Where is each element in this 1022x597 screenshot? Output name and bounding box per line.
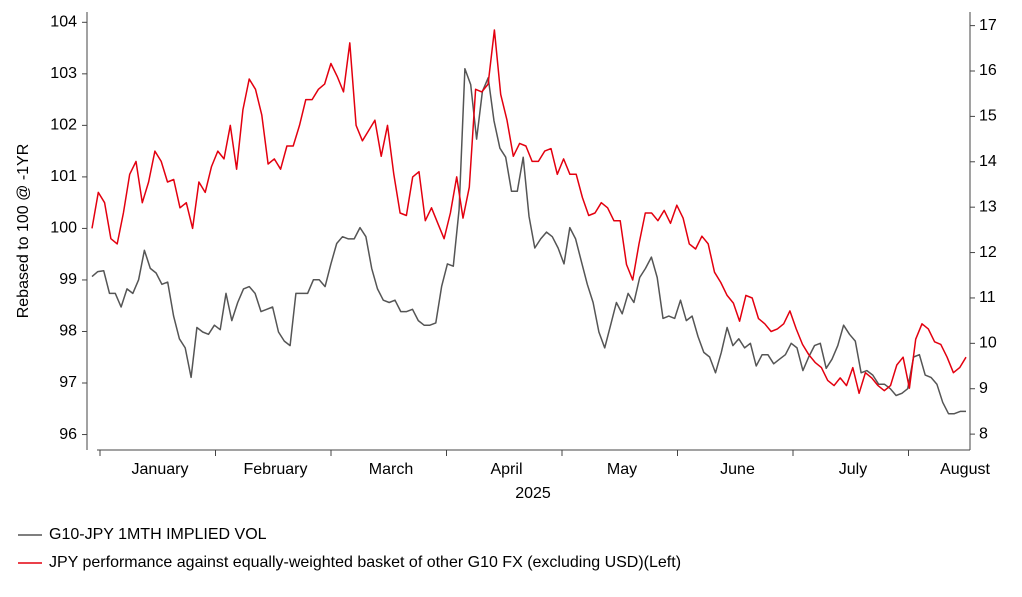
y2-tick-label: 9 [979,380,988,397]
x-tick-label: February [243,461,307,478]
y2-tick-label: 11 [979,289,996,306]
y2-tick-label: 16 [979,62,997,79]
x-tick-label: January [132,461,189,478]
y-tick-label: 101 [50,168,77,185]
y2-tick-label: 13 [979,198,997,215]
x-tick-label: March [369,461,413,478]
x-tick-label: June [720,461,755,478]
y2-tick-label: 8 [979,425,988,442]
x-tick-label: May [607,461,637,478]
legend-label: G10-JPY 1MTH IMPLIED VOL [49,526,267,543]
x-tick-label: April [490,461,522,478]
y-tick-label: 96 [59,426,77,443]
y2-tick-label: 12 [979,244,997,261]
y2-tick-label: 14 [979,153,997,170]
series-line [91,29,967,395]
y2-tick-label: 10 [979,335,997,352]
legend-label: JPY performance against equally-weighted… [49,554,681,571]
y-tick-label: 100 [50,220,77,237]
x-axis-label: 2025 [515,485,551,502]
y-tick-label: 103 [50,65,77,82]
y-tick-label: 98 [59,323,77,340]
y-tick-label: 97 [59,374,77,391]
y-axis-label: Rebased to 100 @ -1YR [15,144,32,319]
x-tick-label: July [839,461,867,478]
series-line [91,67,966,415]
y2-tick-label: 17 [979,17,997,34]
y-tick-label: 104 [50,14,77,31]
y2-tick-label: 15 [979,108,997,125]
y-tick-label: 102 [50,117,77,134]
x-tick-label: August [940,461,990,478]
y-tick-label: 99 [59,271,77,288]
